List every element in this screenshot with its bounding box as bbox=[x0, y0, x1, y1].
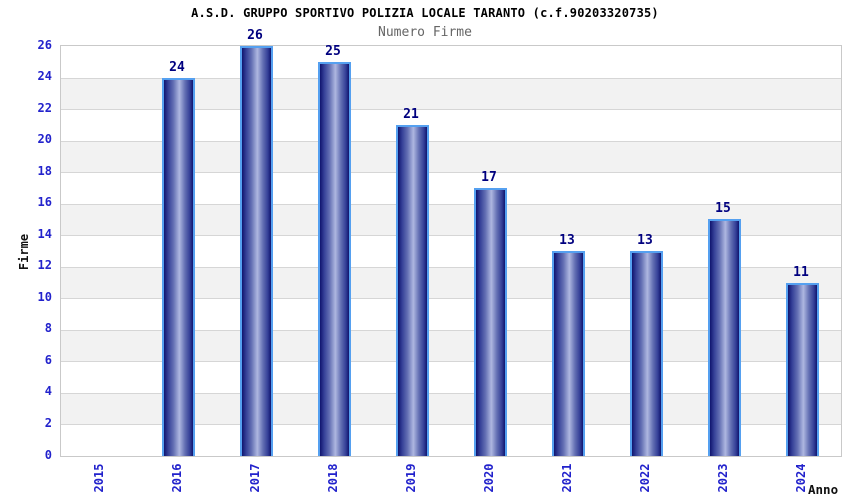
x-tick-label: 2020 bbox=[482, 463, 496, 493]
y-tick-label: 20 bbox=[37, 132, 52, 146]
bar-value-label: 24 bbox=[169, 60, 185, 75]
grid-band bbox=[61, 46, 841, 78]
y-tick-label: 18 bbox=[37, 164, 52, 178]
bar bbox=[240, 46, 273, 456]
y-tick-label: 16 bbox=[37, 195, 52, 209]
grid-line bbox=[61, 109, 841, 110]
bar bbox=[162, 78, 195, 456]
bar bbox=[396, 125, 429, 456]
y-tick-label: 4 bbox=[44, 384, 52, 398]
bar-value-label: 26 bbox=[247, 28, 263, 43]
x-tick-label: 2023 bbox=[716, 463, 730, 493]
grid-line bbox=[61, 235, 841, 236]
bar bbox=[318, 62, 351, 456]
y-tick-label: 0 bbox=[44, 448, 52, 462]
bar bbox=[474, 188, 507, 456]
bar-value-label: 25 bbox=[325, 44, 341, 59]
y-tick-label: 12 bbox=[37, 258, 52, 272]
chart-subtitle: Numero Firme bbox=[378, 25, 472, 40]
grid-line bbox=[61, 330, 841, 331]
bar bbox=[708, 219, 741, 456]
x-tick-label: 2016 bbox=[170, 463, 184, 493]
x-tick-label: 2022 bbox=[638, 463, 652, 493]
bar bbox=[552, 251, 585, 456]
x-tick-label: 2018 bbox=[326, 463, 340, 493]
chart-title: A.S.D. GRUPPO SPORTIVO POLIZIA LOCALE TA… bbox=[191, 6, 659, 20]
bar-value-label: 13 bbox=[637, 233, 653, 248]
x-tick-label: 2024 bbox=[794, 463, 808, 493]
grid-line bbox=[61, 78, 841, 79]
bar-value-label: 21 bbox=[403, 107, 419, 122]
x-tick-label: 2015 bbox=[92, 463, 106, 493]
y-tick-label: 22 bbox=[37, 101, 52, 115]
grid-line bbox=[61, 298, 841, 299]
y-tick-label: 14 bbox=[37, 227, 52, 241]
grid-line bbox=[61, 361, 841, 362]
grid-line bbox=[61, 172, 841, 173]
bar-value-label: 17 bbox=[481, 170, 497, 185]
grid-line bbox=[61, 204, 841, 205]
y-tick-label: 6 bbox=[44, 353, 52, 367]
x-axis-title: Anno bbox=[808, 482, 839, 497]
grid-line bbox=[61, 424, 841, 425]
x-tick-label: 2017 bbox=[248, 463, 262, 493]
bar bbox=[786, 283, 819, 456]
y-tick-label: 26 bbox=[37, 38, 52, 52]
y-tick-label: 8 bbox=[44, 321, 52, 335]
plot-area bbox=[60, 45, 842, 457]
y-tick-label: 24 bbox=[37, 69, 52, 83]
bar-value-label: 13 bbox=[559, 233, 575, 248]
bar-value-label: 15 bbox=[715, 201, 731, 216]
grid-line bbox=[61, 267, 841, 268]
x-tick-label: 2021 bbox=[560, 463, 574, 493]
grid-line bbox=[61, 393, 841, 394]
x-tick-label: 2019 bbox=[404, 463, 418, 493]
grid-line bbox=[61, 141, 841, 142]
y-tick-label: 10 bbox=[37, 290, 52, 304]
y-tick-label: 2 bbox=[44, 416, 52, 430]
bar bbox=[630, 251, 663, 456]
bar-value-label: 11 bbox=[793, 265, 809, 280]
